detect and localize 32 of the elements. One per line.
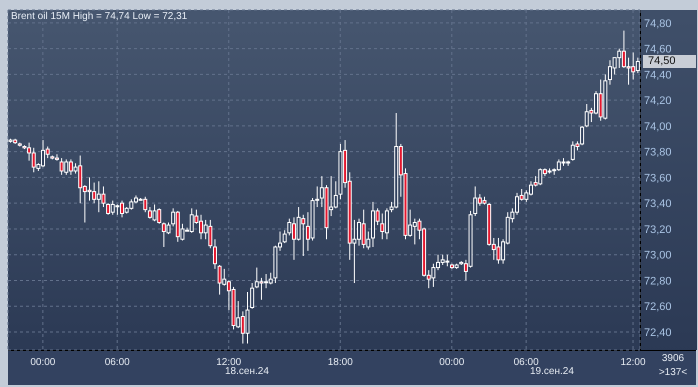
text: 18.сен.24 [225,366,269,377]
y-tick-label: 73,40 [644,198,672,210]
y-tick-label: 73,20 [644,224,672,236]
candlestick [250,282,254,310]
x-tick-label: 12:00 [620,357,646,368]
candlestick [282,230,287,244]
candlestick [384,208,389,240]
y-tick-label: 73,80 [644,146,672,159]
x-tick-label: 12:00 [216,357,242,368]
y-tick-label: 72,40 [644,326,672,339]
y-tick-label: 73,60 [644,172,672,184]
y-tick-label: 74,40 [644,69,672,82]
x-tick-label: 06:00 [104,357,130,368]
y-tick-label: 74,20 [644,95,672,108]
y-tick-label: 74,80 [644,18,672,30]
candlestick [212,238,217,270]
x-tick-label: 18:00 [328,357,354,368]
x-tick-label: 06:00 [514,357,540,368]
y-tick-label: 73,00 [644,250,672,262]
x-tick-label: 00:00 [439,357,465,368]
y-tick-label: 72,60 [644,301,672,314]
chart-title: Brent oil 15M High = 74,74 Low = 72,31 [11,11,188,22]
y-tick-label: 72,80 [644,275,672,288]
candlestick [101,186,106,208]
text: 19.сен.24 [530,366,574,377]
y-tick-label: 74,60 [644,44,672,56]
text: >137< [658,367,688,378]
y-tick-label: 74,00 [644,120,672,133]
text: 74,50 [643,54,696,68]
text: 3906 [660,353,686,364]
x-tick-label: 00:00 [30,357,56,368]
candlestick [106,202,110,216]
